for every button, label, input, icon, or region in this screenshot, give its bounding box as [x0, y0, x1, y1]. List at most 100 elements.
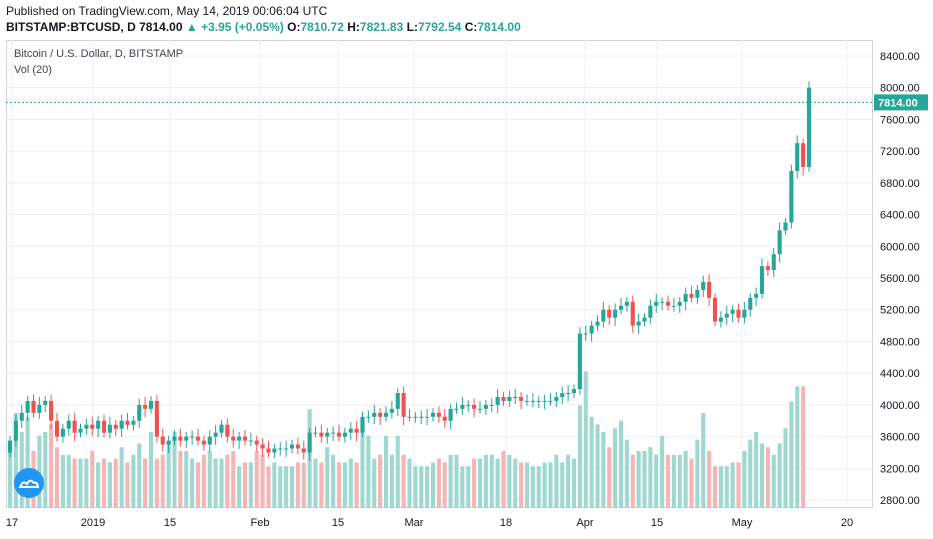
candle-body — [654, 301, 659, 306]
volume-bar — [519, 462, 524, 508]
candle-body — [237, 436, 242, 441]
candle-body — [477, 408, 483, 410]
candle-body — [648, 305, 653, 318]
candle-body — [430, 412, 436, 417]
candle-body — [284, 448, 289, 450]
candle-body — [436, 412, 441, 417]
high-label: H: — [347, 20, 360, 34]
candle-body — [60, 428, 65, 437]
candle-body — [489, 404, 494, 406]
volume-bar — [648, 447, 653, 508]
volume-bar — [454, 454, 459, 508]
volume-bar — [460, 466, 465, 508]
last-price-tag-bg — [874, 94, 928, 111]
time-tick-label: 18 — [500, 517, 512, 529]
candle-body — [730, 309, 735, 314]
candle-body — [190, 436, 195, 438]
candle-body — [96, 420, 101, 429]
time-tick-label: Feb — [251, 517, 270, 529]
candle-body — [765, 266, 770, 271]
candle-body — [295, 444, 300, 449]
candle-body — [542, 400, 547, 402]
candle-body — [378, 412, 383, 417]
candle-body — [143, 404, 148, 409]
candle-body — [524, 400, 530, 402]
volume-bar — [278, 466, 283, 508]
volume-bar — [742, 451, 747, 508]
candle-body — [736, 309, 741, 318]
candle-body — [560, 393, 565, 397]
candle-body — [49, 400, 54, 421]
volume-bar — [607, 447, 612, 508]
time-tick-label: 15 — [651, 517, 663, 529]
volume-bar — [313, 458, 318, 508]
candle-body — [466, 404, 471, 406]
volume-bar — [325, 447, 330, 508]
volume-bar — [342, 462, 347, 508]
volume-bar — [113, 458, 118, 508]
volume-bar — [66, 454, 71, 508]
volume-bar — [248, 462, 253, 508]
candle-body — [783, 222, 788, 231]
volume-bar — [636, 451, 641, 508]
volume-bar — [166, 443, 171, 508]
candle-body — [701, 281, 706, 290]
volume-bar — [231, 451, 236, 508]
time-tick-label: May — [732, 517, 753, 529]
candle-body — [759, 266, 765, 294]
candle-body — [148, 400, 154, 409]
candle-body — [137, 404, 142, 421]
candle-body — [413, 416, 418, 418]
volume-bar — [366, 435, 371, 508]
candle-body — [383, 412, 389, 417]
volume-bar — [442, 462, 447, 508]
candle-body — [425, 416, 430, 418]
candle-body — [172, 436, 177, 441]
candle-body — [331, 432, 336, 434]
candle-body — [665, 301, 671, 306]
price-tick-label: 6400.00 — [880, 210, 920, 222]
candle-body — [19, 412, 24, 421]
volume-bar — [677, 454, 682, 508]
volume-bar — [566, 454, 571, 508]
candle-body — [748, 297, 753, 310]
price-tick-label: 7200.00 — [880, 146, 920, 158]
candle-body — [219, 424, 224, 433]
candle-body — [78, 428, 83, 433]
volume-bar — [536, 466, 541, 508]
candle-body — [325, 432, 330, 437]
candle-body — [360, 416, 365, 433]
candle-body — [154, 400, 159, 437]
candle-body — [583, 333, 588, 335]
volume-bar — [225, 454, 230, 508]
tradingview-logo-icon[interactable] — [14, 468, 44, 498]
volume-bar — [765, 447, 770, 508]
candle-body — [601, 309, 606, 322]
candle-body — [301, 448, 306, 453]
candle-body — [742, 309, 747, 318]
candle-body — [278, 448, 283, 450]
candle-body — [90, 424, 95, 429]
volume-bar — [148, 432, 154, 508]
candle-body — [771, 254, 776, 271]
volume-bar — [295, 462, 300, 508]
price-axis[interactable]: 2800.00 3200.00 3600.00 4000.00 4400.00 4800.… — [880, 51, 920, 507]
high-value: 7821.83 — [359, 20, 404, 34]
volume-bar — [577, 405, 582, 508]
candle-body — [789, 170, 794, 223]
volume-bar — [54, 447, 60, 508]
ohlc-bar: BITSTAMP:BTCUSD, D 7814.00 ▲ +3.95 (+0.0… — [6, 20, 521, 34]
candle-body — [113, 424, 118, 429]
candle-body — [119, 420, 124, 429]
volume-bar — [237, 466, 242, 508]
volume-bar — [671, 454, 676, 508]
volume-bar — [748, 439, 753, 508]
volume-bar — [477, 458, 483, 508]
time-axis[interactable]: 17 2019 15 Feb 15 Mar 18 Apr 15 May 20 — [6, 517, 853, 529]
candle-body — [248, 440, 253, 442]
volume-bar — [548, 462, 553, 508]
volume-bar — [107, 462, 112, 508]
candle-body — [724, 313, 729, 318]
volume-bar — [595, 424, 600, 508]
